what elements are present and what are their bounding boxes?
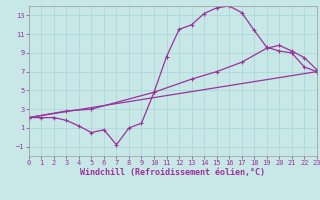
- X-axis label: Windchill (Refroidissement éolien,°C): Windchill (Refroidissement éolien,°C): [80, 168, 265, 177]
